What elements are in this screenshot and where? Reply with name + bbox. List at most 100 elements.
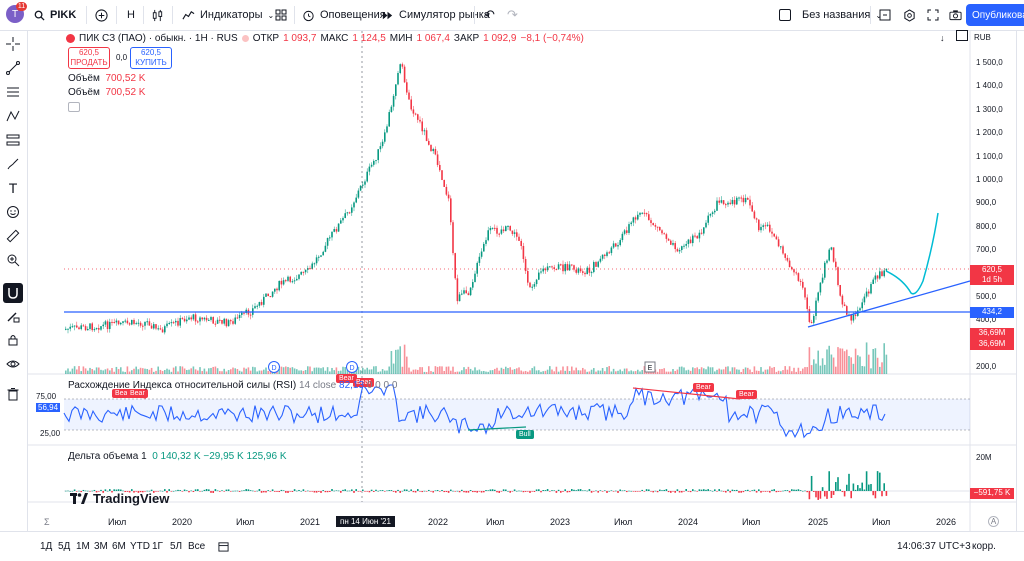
fib-tool[interactable] <box>4 83 22 101</box>
volume-bar <box>302 370 305 374</box>
snapshot-button[interactable] <box>949 0 962 30</box>
trend-line-tool[interactable] <box>4 59 22 77</box>
rsi-legend[interactable]: Расхождение Индекса относительной силы (… <box>68 380 397 391</box>
delta-bar <box>729 491 731 493</box>
volume-bar <box>736 369 738 374</box>
delta-bar <box>821 487 824 491</box>
remove-drawings-tool[interactable] <box>4 385 22 403</box>
redo-button[interactable]: ↷ <box>507 0 518 30</box>
fullscreen-button[interactable] <box>927 0 939 30</box>
auto-scale-icon[interactable]: A <box>988 516 999 527</box>
delta-bar <box>634 491 637 492</box>
range-button[interactable]: 6М <box>112 541 126 552</box>
volume-legend[interactable]: Объём 700,52 K <box>68 87 145 98</box>
compare-symbol-button[interactable] <box>95 0 108 30</box>
replay-button[interactable]: Симулятор рынка <box>381 0 490 30</box>
volume-bar <box>170 371 173 374</box>
volume-bar <box>287 367 289 374</box>
candle-body <box>87 328 89 331</box>
volume-bar <box>67 368 69 374</box>
adjust-label[interactable]: корр. <box>972 541 996 552</box>
bear-tag: Bear <box>693 383 714 392</box>
bear-tag: Bear <box>736 390 757 399</box>
volume-bar <box>553 371 555 374</box>
candle-body <box>830 247 833 250</box>
layout-menu-button[interactable]: Без названия ⌄ <box>779 0 882 30</box>
delta-bar <box>665 489 668 491</box>
forecast-curve[interactable] <box>885 212 939 295</box>
delta-legend[interactable]: Дельта объема 1 0 140,32 K −29,95 K 125,… <box>68 451 287 462</box>
emoji-tool[interactable] <box>4 203 22 221</box>
sell-button[interactable]: 620,5 ПРОДАТЬ <box>68 47 110 69</box>
layouts-button[interactable] <box>275 0 287 30</box>
undo-button[interactable]: ↶ <box>484 0 495 30</box>
delta-bar <box>320 491 322 493</box>
range-button[interactable]: 1Г <box>152 541 163 552</box>
trend-line[interactable] <box>807 280 971 328</box>
forecast-tool[interactable] <box>4 131 22 149</box>
timezone-icon[interactable]: Σ <box>44 517 50 527</box>
delta-bar <box>131 489 133 491</box>
magnet-tool[interactable] <box>3 283 23 303</box>
publish-button[interactable]: Опубликовать <box>966 4 1024 26</box>
volume-bar <box>593 368 595 374</box>
range-button[interactable]: 1Д <box>40 541 53 552</box>
interval-button[interactable]: H <box>127 0 135 30</box>
symbol-search-button[interactable]: PIKK <box>34 0 76 30</box>
magnet-icon <box>8 288 18 299</box>
range-button[interactable]: 5Л <box>170 541 183 552</box>
delta-bar <box>527 491 529 492</box>
candle-body <box>293 280 296 282</box>
candle-body <box>366 171 368 182</box>
volume-bar <box>364 369 366 374</box>
visibility-tool[interactable] <box>4 355 22 373</box>
volume-tag: 36,69M <box>970 328 1014 339</box>
alerts-button[interactable]: Оповещения <box>302 0 386 30</box>
chart-area[interactable]: D D E <box>28 31 1016 531</box>
range-button[interactable]: 3М <box>94 541 108 552</box>
delta-bar <box>648 489 650 491</box>
range-button[interactable]: YTD <box>130 541 150 552</box>
settings-button[interactable] <box>903 0 916 30</box>
delta-bar <box>810 475 813 491</box>
volume-bar <box>621 371 624 374</box>
delta-bar <box>549 491 551 492</box>
date-range-button[interactable] <box>218 532 229 561</box>
indicators-button[interactable]: Индикаторы ⌄ <box>182 0 274 30</box>
dividend-marker[interactable]: D <box>346 361 358 373</box>
collapse-legend-button[interactable] <box>68 102 80 112</box>
range-button[interactable]: 1М <box>76 541 90 552</box>
volume-bar <box>106 368 109 374</box>
lock-drawing-tool[interactable] <box>4 307 22 325</box>
delta-bar <box>749 491 751 492</box>
chart-type-button[interactable] <box>151 0 164 30</box>
delta-bar <box>87 490 89 492</box>
ruler-tool[interactable] <box>4 227 22 245</box>
clock-label[interactable]: 14:06:37 UTC+3 <box>897 541 971 552</box>
candle-body <box>69 326 71 329</box>
pattern-tool[interactable] <box>4 107 22 125</box>
volume-bar <box>670 371 672 374</box>
quick-search-button[interactable] <box>879 0 891 30</box>
delta-bar <box>170 491 173 492</box>
brush-tool[interactable] <box>4 155 22 173</box>
candle-body <box>560 264 562 266</box>
dividend-marker[interactable]: D <box>268 361 280 373</box>
text-tool[interactable]: T <box>4 179 22 197</box>
candle-body <box>170 322 173 324</box>
lock-tool[interactable] <box>4 331 22 349</box>
buy-button[interactable]: 620,5 КУПИТЬ <box>130 47 172 69</box>
candle-body <box>318 256 320 258</box>
delta-bar <box>832 491 835 495</box>
maximize-pane-icon[interactable] <box>956 30 968 41</box>
earnings-marker[interactable]: E <box>644 361 656 373</box>
scroll-down-icon[interactable]: ↓ <box>940 33 945 43</box>
legend-title[interactable]: ПИК СЗ (ПАО) · обыкн. · 1Н · RUS <box>79 33 238 44</box>
volume-legend[interactable]: Объём 700,52 K <box>68 73 145 84</box>
currency-label[interactable]: RUB <box>974 33 991 42</box>
candle-body <box>164 326 166 333</box>
zoom-tool[interactable] <box>4 251 22 269</box>
crosshair-tool[interactable] <box>4 35 22 53</box>
range-button[interactable]: Все <box>188 541 206 552</box>
range-button[interactable]: 5Д <box>58 541 71 552</box>
